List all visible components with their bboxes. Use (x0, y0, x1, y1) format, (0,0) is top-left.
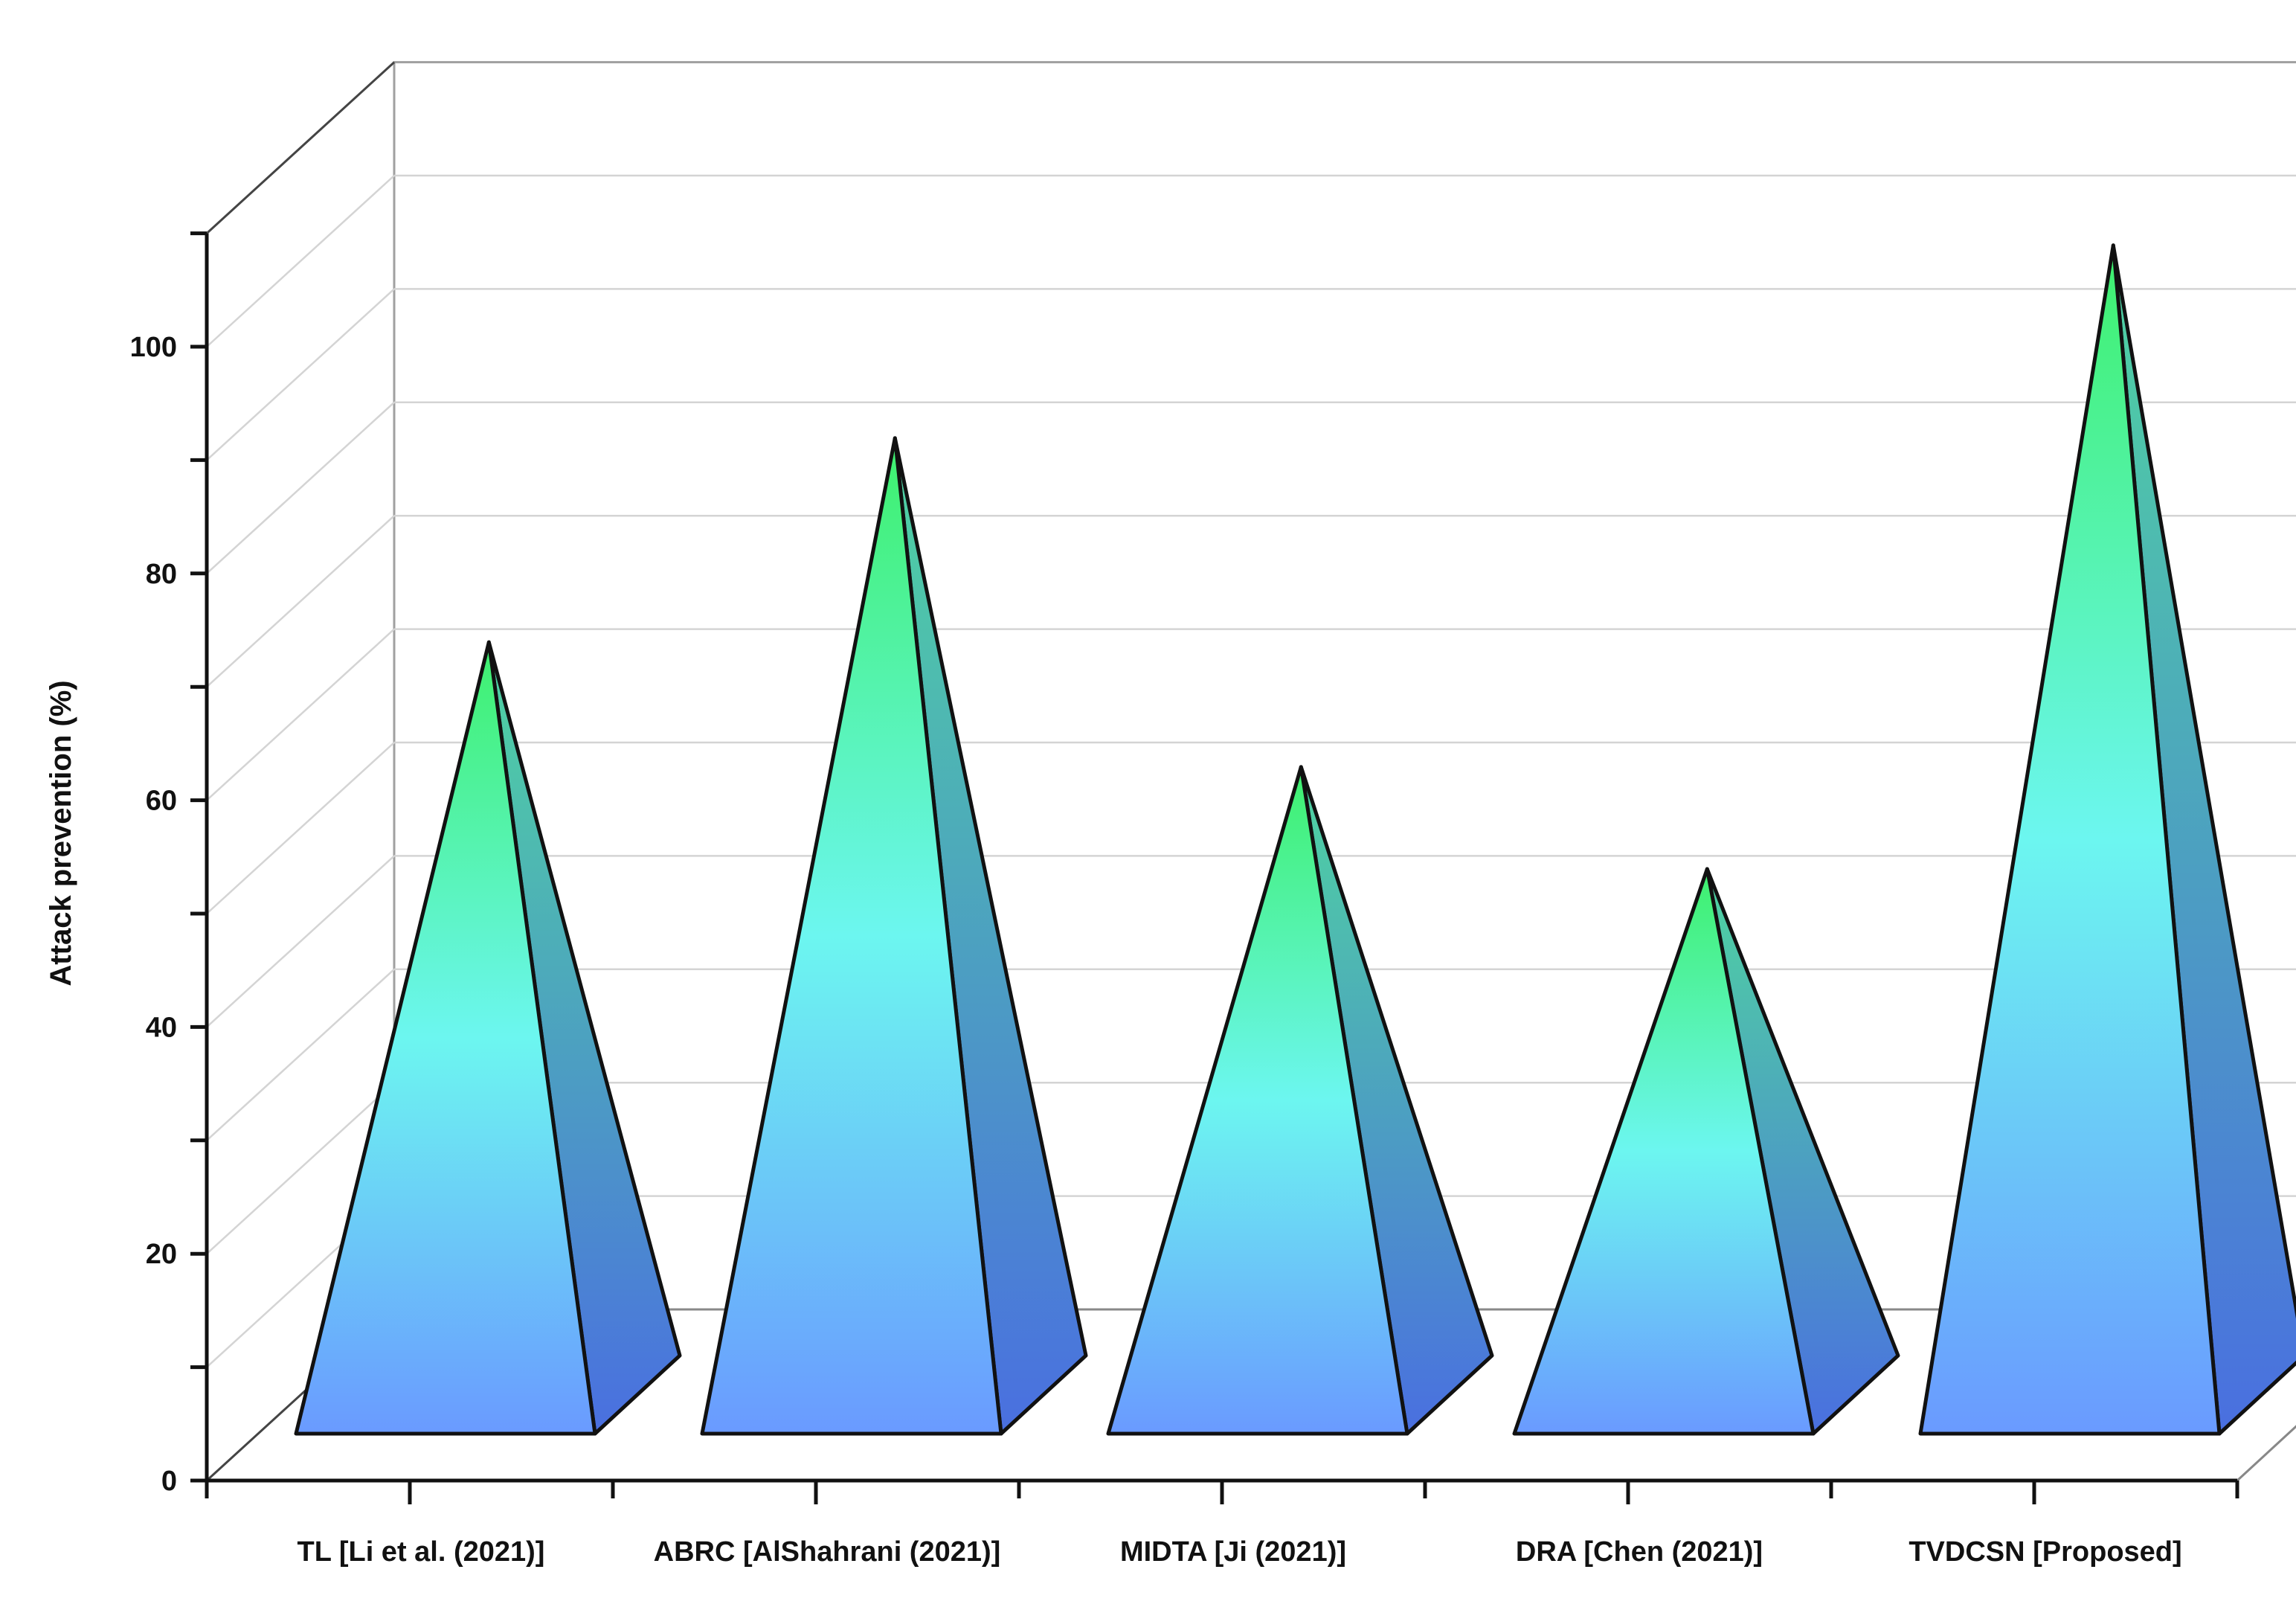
grid-line-left (206, 742, 395, 914)
y-tick-label: 100 (130, 332, 177, 363)
pyramid-bars (294, 243, 2296, 1436)
grid-line-left (206, 175, 395, 347)
y-tick-label: 40 (146, 1012, 177, 1043)
y-tick-label: 20 (146, 1239, 177, 1270)
x-category-label: TVDCSN [Proposed] (1908, 1536, 2181, 1568)
grid-line-left (206, 855, 395, 1028)
floor-right-edge (2236, 1425, 2296, 1482)
x-category-label: TL [Li et al. (2021)] (298, 1536, 545, 1568)
axes: 0 20 40 60 80 100 TL [Li et al. (2021)] ABRC [A… (130, 231, 2239, 1568)
grid-line-left (206, 1082, 395, 1255)
grid-line-left (206, 401, 395, 574)
grid-line-left (206, 288, 395, 461)
y-axis-title: Attack prevention (%) (45, 680, 77, 986)
y-tick-label: 80 (146, 559, 177, 590)
y-tick-label: 0 (161, 1466, 177, 1497)
frame-top-diagonal (205, 61, 396, 234)
x-category-label: DRA [Chen (2021)] (1516, 1536, 1763, 1568)
x-category-label: MIDTA [Ji (2021)] (1120, 1536, 1346, 1568)
y-tick-label: 60 (146, 786, 177, 817)
grid-line-left (206, 628, 395, 801)
pyramid-front-face (294, 640, 597, 1436)
pyramid-front-face (1918, 243, 2222, 1436)
x-category-label: ABRC [AlShahrani (2021)] (654, 1536, 1001, 1568)
grid-line-left (206, 968, 395, 1141)
pyramid-front-face (700, 436, 1003, 1436)
pyramid-front-face (1512, 867, 1816, 1436)
grid-line-left (206, 515, 395, 688)
pyramid-front-face (1106, 765, 1409, 1436)
